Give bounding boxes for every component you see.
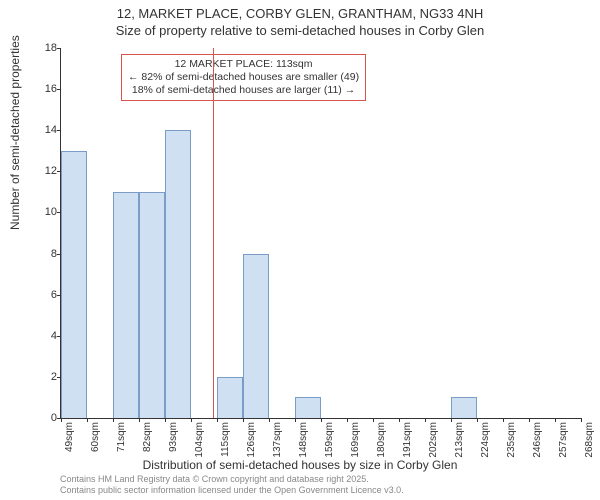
x-tick-label: 126sqm	[246, 422, 257, 458]
x-tick-label: 191sqm	[402, 422, 413, 458]
x-tick-label: 148sqm	[298, 422, 309, 458]
x-tick-mark	[581, 418, 582, 422]
x-tick-label: 49sqm	[64, 422, 75, 452]
attribution-footer: Contains HM Land Registry data © Crown c…	[60, 474, 404, 496]
x-tick-mark	[165, 418, 166, 422]
x-tick-label: 169sqm	[350, 422, 361, 458]
x-tick-label: 159sqm	[324, 422, 335, 458]
x-tick-mark	[269, 418, 270, 422]
x-tick-label: 60sqm	[90, 422, 101, 452]
x-axis-label: Distribution of semi-detached houses by …	[0, 458, 600, 472]
x-tick-label: 93sqm	[168, 422, 179, 452]
reference-line	[213, 48, 214, 418]
x-tick-mark	[295, 418, 296, 422]
x-tick-label: 115sqm	[220, 422, 231, 457]
x-tick-label: 202sqm	[428, 422, 439, 458]
x-tick-label: 257sqm	[558, 422, 569, 458]
y-tick-mark	[57, 48, 61, 49]
annotation-line-1: 12 MARKET PLACE: 113sqm	[128, 58, 359, 71]
title-line-1: 12, MARKET PLACE, CORBY GLEN, GRANTHAM, …	[0, 6, 600, 23]
x-tick-mark	[321, 418, 322, 422]
x-tick-mark	[243, 418, 244, 422]
x-tick-mark	[451, 418, 452, 422]
x-tick-label: 137sqm	[272, 422, 283, 458]
x-tick-label: 268sqm	[584, 422, 595, 458]
x-tick-mark	[191, 418, 192, 422]
x-tick-mark	[87, 418, 88, 422]
x-tick-mark	[373, 418, 374, 422]
x-tick-label: 213sqm	[454, 422, 465, 458]
x-tick-mark	[555, 418, 556, 422]
x-tick-mark	[425, 418, 426, 422]
x-tick-mark	[503, 418, 504, 422]
plot-area: 12 MARKET PLACE: 113sqm ← 82% of semi-de…	[60, 48, 581, 419]
x-tick-label: 246sqm	[532, 422, 543, 458]
histogram-bar	[217, 377, 243, 418]
annotation-line-2: ← 82% of semi-detached houses are smalle…	[128, 71, 359, 84]
histogram-bar	[139, 192, 165, 418]
histogram-bar	[61, 151, 87, 418]
x-tick-mark	[139, 418, 140, 422]
x-tick-mark	[217, 418, 218, 422]
annotation-box: 12 MARKET PLACE: 113sqm ← 82% of semi-de…	[121, 54, 366, 101]
histogram-bar	[165, 130, 191, 418]
x-tick-label: 71sqm	[116, 422, 127, 452]
footer-line-2: Contains public sector information licen…	[60, 485, 404, 496]
x-tick-label: 104sqm	[194, 422, 205, 458]
x-tick-label: 224sqm	[480, 422, 491, 458]
histogram-bar	[113, 192, 139, 418]
chart-title: 12, MARKET PLACE, CORBY GLEN, GRANTHAM, …	[0, 0, 600, 40]
chart-container: 12, MARKET PLACE, CORBY GLEN, GRANTHAM, …	[0, 0, 600, 500]
title-line-2: Size of property relative to semi-detach…	[0, 23, 600, 40]
x-tick-label: 235sqm	[506, 422, 517, 458]
y-tick-mark	[57, 130, 61, 131]
x-tick-mark	[477, 418, 478, 422]
annotation-line-3: 18% of semi-detached houses are larger (…	[128, 84, 359, 97]
histogram-bar	[451, 397, 477, 418]
x-tick-mark	[529, 418, 530, 422]
x-tick-mark	[399, 418, 400, 422]
y-tick-mark	[57, 89, 61, 90]
x-tick-label: 82sqm	[142, 422, 153, 452]
y-axis-label: Number of semi-detached properties	[8, 35, 22, 230]
histogram-bar	[295, 397, 321, 418]
x-tick-mark	[113, 418, 114, 422]
x-tick-mark	[347, 418, 348, 422]
x-tick-mark	[61, 418, 62, 422]
histogram-bar	[243, 254, 269, 418]
footer-line-1: Contains HM Land Registry data © Crown c…	[60, 474, 404, 485]
x-tick-label: 180sqm	[376, 422, 387, 458]
